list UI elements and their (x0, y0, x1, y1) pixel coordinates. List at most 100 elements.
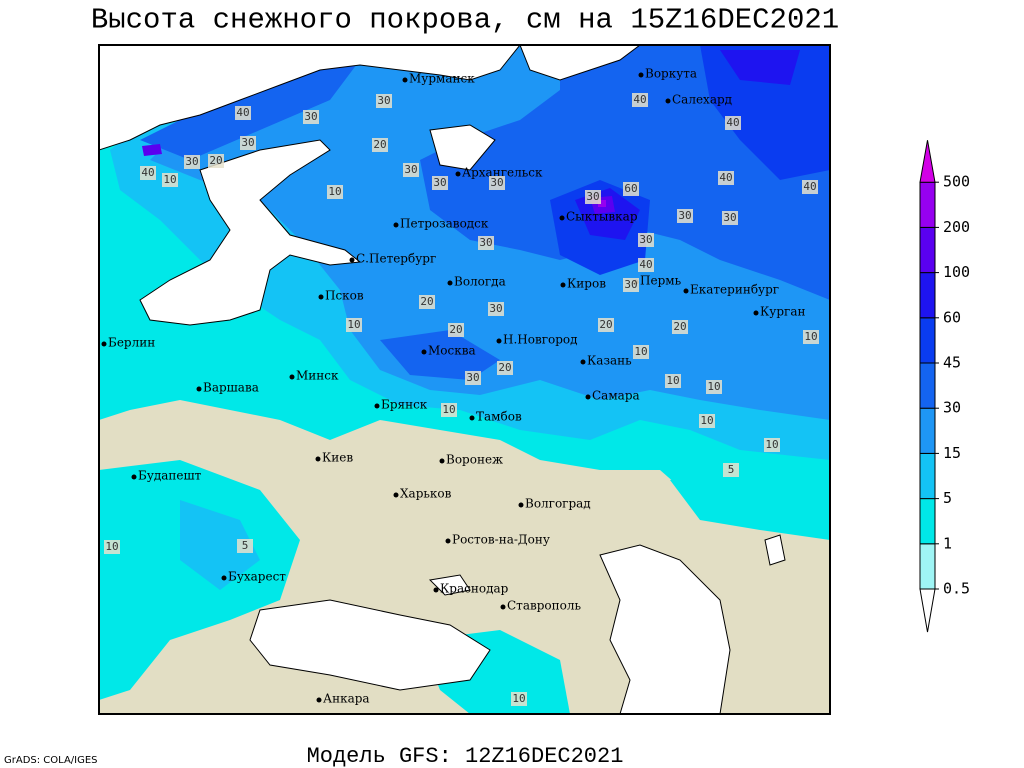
city-label: Брянск (381, 398, 428, 412)
city-label: Анкара (323, 692, 370, 706)
city-dot (289, 374, 295, 380)
colorbar-label: 100 (943, 263, 970, 281)
contour-label-box (346, 318, 362, 332)
colorbar-segment (919, 181, 936, 228)
contour-label: 60 (624, 182, 637, 195)
city-label: Воронеж (446, 453, 503, 467)
contour-label: 30 (586, 190, 599, 203)
contour-label: 40 (803, 180, 816, 193)
contour-label: 10 (765, 438, 778, 451)
city-dot (393, 222, 399, 228)
contour-label-box (706, 380, 722, 394)
contour-label: 5 (242, 539, 249, 552)
city-dot (196, 386, 202, 392)
city-label: Краснодар (440, 582, 509, 596)
city-dot (496, 338, 502, 344)
contour-label-box (208, 154, 224, 168)
contour-label-box (511, 692, 527, 706)
city-dot (221, 575, 227, 581)
contour-label: 40 (726, 116, 739, 129)
city-dot (349, 257, 355, 263)
contour-label-box (677, 209, 693, 223)
contour-label-box (764, 438, 780, 452)
colorbar-label: 45 (943, 354, 961, 372)
contour-label-box (327, 185, 343, 199)
city-label: Петрозаводск (400, 217, 489, 231)
city-dot (560, 282, 566, 288)
city-label: Архангельск (462, 166, 543, 180)
contour-label: 10 (328, 185, 341, 198)
city-dot (402, 77, 408, 83)
contour-label-box (722, 211, 738, 225)
colorbar-high (919, 140, 936, 183)
colorbar-label: 30 (943, 399, 961, 417)
colorbar-label: 60 (943, 308, 961, 326)
contour-label: 30 (490, 176, 503, 189)
contour-label-box (638, 233, 654, 247)
city-label: Сыктывкар (566, 210, 638, 224)
colorbar-segment (919, 272, 936, 319)
contour-label: 20 (673, 320, 686, 333)
snow-region (380, 330, 500, 380)
colorbar-label: 5 (943, 489, 952, 507)
city-dot (318, 294, 324, 300)
city-label: Харьков (400, 487, 452, 501)
contour-label-box (718, 171, 734, 185)
contour-label: 30 (404, 163, 417, 176)
city-dot (439, 458, 445, 464)
contour-label: 10 (105, 540, 118, 553)
contour-label-box (638, 258, 654, 272)
contour-label: 10 (347, 318, 360, 331)
city-dot (455, 171, 461, 177)
contour-label-box (802, 180, 818, 194)
contour-label: 5 (728, 463, 735, 476)
city-dot (683, 288, 689, 294)
contour-label: 20 (373, 138, 386, 151)
city-dot (433, 587, 439, 593)
city-label: Самара (592, 389, 640, 403)
city-label: Курган (760, 305, 805, 319)
contour-label-box (372, 138, 388, 152)
sea (99, 45, 521, 151)
contour-label-box (240, 136, 256, 150)
contour-label: 30 (433, 176, 446, 189)
snow-region (670, 470, 830, 540)
contour-label: 20 (209, 154, 222, 167)
contour-label-box (633, 345, 649, 359)
contour-label-box (803, 330, 819, 344)
city-label: Минск (296, 369, 339, 383)
contour-label: 30 (377, 94, 390, 107)
sea (599, 544, 731, 714)
sea (519, 45, 641, 81)
city-dot (638, 72, 644, 78)
contour-label: 20 (599, 318, 612, 331)
sea (764, 534, 786, 566)
contour-label-box (665, 374, 681, 388)
city-dot (421, 349, 427, 355)
city-label: Будапешт (138, 469, 202, 483)
city-label: Екатеринбург (690, 283, 779, 297)
contour-label-box (441, 403, 457, 417)
map-labels: Мурманск Воркута Салехард Архангельск Петроз… (101, 67, 819, 706)
city-label: Салехард (672, 93, 732, 107)
contour-label: 30 (678, 209, 691, 222)
contour-label: 20 (449, 323, 462, 336)
city-dot (665, 98, 671, 104)
contour-label-box (162, 173, 178, 187)
contour-label-box (419, 295, 435, 309)
contour-label-box (465, 371, 481, 385)
city-dot (315, 456, 321, 462)
city-label: Киров (567, 277, 606, 291)
contour-label-box (235, 106, 251, 120)
city-dot (316, 697, 322, 703)
colorbar-segment (919, 543, 936, 590)
contour-label: 10 (700, 414, 713, 427)
sea (139, 139, 362, 326)
colorbar-segment (919, 226, 936, 274)
contour-label: 40 (141, 166, 154, 179)
city-dot (469, 415, 475, 421)
sea (429, 124, 496, 171)
city-dot (393, 492, 399, 498)
contour-label: 40 (236, 106, 249, 119)
contour-label: 10 (707, 380, 720, 393)
